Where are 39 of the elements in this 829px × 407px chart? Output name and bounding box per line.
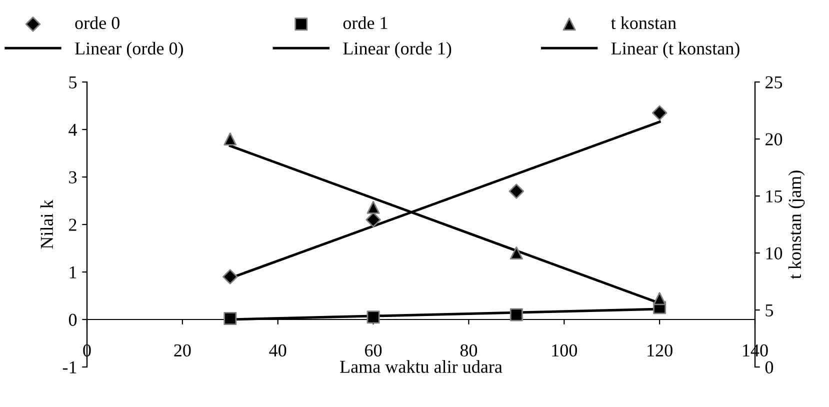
- legend-label: Linear (orde 1): [343, 42, 452, 58]
- y-tick-label: 1: [70, 266, 76, 278]
- point: [508, 184, 524, 199]
- x-tick-label: 80: [460, 344, 478, 357]
- x-axis-title: Lama waktu alir udara: [340, 360, 502, 373]
- y2-tick-label: 10: [766, 247, 782, 260]
- y2-axis-title: t konstan (jam): [788, 170, 805, 279]
- y2-tick-label: 15: [766, 190, 782, 202]
- x-tick-label: 100: [552, 344, 577, 357]
- point: [366, 310, 380, 324]
- x-tick-label: 20: [174, 344, 191, 357]
- y-tick-label: -1: [62, 361, 76, 374]
- y-tick-label: 3: [69, 171, 77, 184]
- y2-tick-label: 0: [765, 361, 774, 374]
- x-tick-label: 120: [648, 344, 672, 357]
- point: [510, 246, 523, 260]
- y-tick-label: 5: [69, 76, 77, 88]
- legend-label: Linear (t konstan): [611, 42, 740, 58]
- point: [653, 292, 666, 306]
- y-tick-label: 0: [68, 314, 77, 326]
- point: [366, 200, 380, 214]
- x-tick-label: 40: [269, 344, 286, 357]
- point: [224, 312, 237, 326]
- legend-label: orde 0: [75, 16, 120, 30]
- y-tick-label: 2: [69, 218, 76, 231]
- y-axis-title: Nilai k: [40, 200, 54, 249]
- point: [222, 269, 238, 284]
- legend-label: Linear (orde 0): [75, 42, 183, 58]
- point: [510, 308, 523, 322]
- legend-label: t konstan: [611, 16, 676, 30]
- y2-tick-label: 20: [766, 133, 782, 146]
- y2-tick-label: 25: [766, 76, 782, 88]
- legend-label: orde 1: [343, 16, 388, 30]
- point: [224, 132, 237, 146]
- x-tick-label: 60: [365, 344, 382, 357]
- point: [366, 212, 381, 228]
- y-tick-label: 4: [68, 124, 77, 136]
- y2-tick-label: 5: [766, 304, 774, 316]
- point: [652, 105, 668, 121]
